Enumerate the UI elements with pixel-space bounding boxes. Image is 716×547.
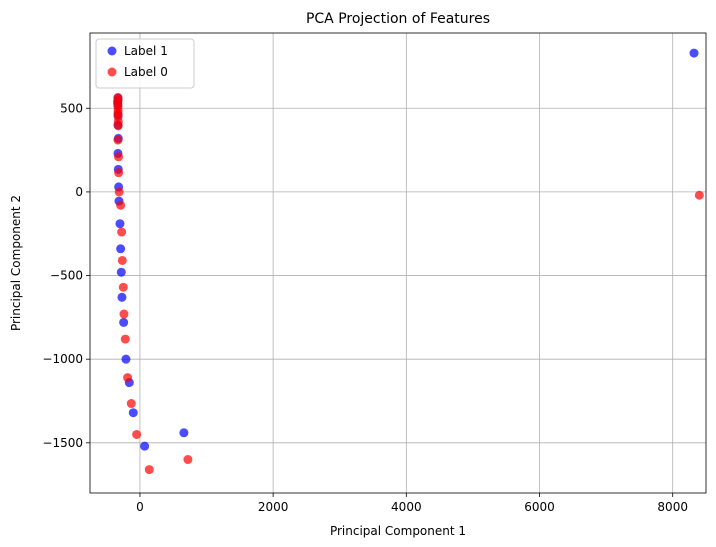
x-tick-label: 4000 bbox=[391, 500, 422, 514]
y-tick-label: −1000 bbox=[42, 352, 83, 366]
data-point bbox=[117, 227, 127, 237]
data-point bbox=[120, 334, 130, 344]
y-tick-label: 500 bbox=[60, 101, 83, 115]
data-point bbox=[114, 152, 124, 162]
data-point bbox=[140, 441, 150, 451]
y-tick-label: 0 bbox=[75, 185, 83, 199]
data-point bbox=[119, 317, 129, 327]
x-tick-label: 8000 bbox=[657, 500, 688, 514]
data-point bbox=[179, 428, 189, 438]
data-point bbox=[117, 255, 127, 265]
chart-title: PCA Projection of Features bbox=[306, 11, 490, 27]
data-point bbox=[116, 267, 126, 277]
legend: Label 1 Label 0 bbox=[95, 38, 195, 89]
x-axis-label: Principal Component 1 bbox=[330, 524, 466, 538]
y-axis-label: Principal Component 2 bbox=[9, 195, 23, 331]
data-point bbox=[116, 200, 126, 210]
series-label-1 bbox=[113, 48, 699, 451]
data-point bbox=[128, 408, 138, 418]
data-points bbox=[113, 48, 704, 475]
data-point bbox=[116, 244, 126, 254]
data-point bbox=[118, 282, 128, 292]
plot-area-frame bbox=[89, 32, 707, 494]
data-point bbox=[114, 168, 124, 178]
legend-box bbox=[95, 38, 195, 89]
data-point bbox=[113, 121, 123, 131]
data-point bbox=[114, 187, 124, 197]
axis-ticks: 0 2000 4000 6000 8000 −1500 −1000 −500 0 500 bbox=[42, 101, 688, 514]
y-tick-label: −500 bbox=[50, 269, 83, 283]
x-tick-label: 0 bbox=[136, 500, 144, 514]
legend-label-0: Label 0 bbox=[124, 65, 168, 79]
data-point bbox=[694, 190, 704, 200]
data-point bbox=[117, 292, 127, 302]
data-point bbox=[689, 48, 699, 58]
data-point bbox=[119, 309, 129, 319]
data-point bbox=[123, 373, 133, 383]
x-tick-label: 6000 bbox=[524, 500, 555, 514]
data-point bbox=[183, 455, 193, 465]
data-point bbox=[113, 135, 123, 145]
legend-marker-label-0 bbox=[107, 67, 117, 77]
data-point bbox=[144, 465, 154, 475]
legend-label-1: Label 1 bbox=[124, 44, 168, 58]
data-point bbox=[132, 429, 142, 439]
x-tick-label: 2000 bbox=[258, 500, 289, 514]
legend-marker-label-1 bbox=[107, 46, 117, 56]
data-point bbox=[121, 354, 131, 364]
data-point bbox=[126, 399, 136, 409]
grid-lines bbox=[90, 33, 706, 493]
data-point bbox=[115, 219, 125, 229]
series-label-0 bbox=[113, 92, 704, 475]
y-tick-label: −1500 bbox=[42, 436, 83, 450]
